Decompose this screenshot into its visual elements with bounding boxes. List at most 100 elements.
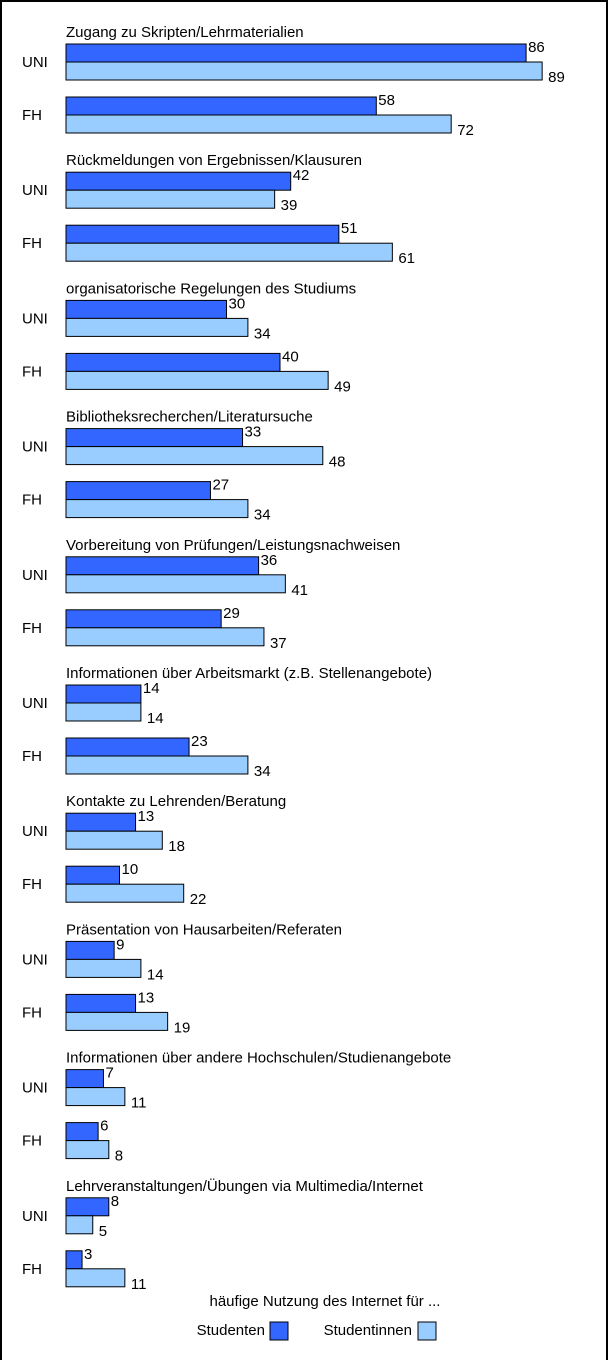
value-label: 48 xyxy=(329,454,346,471)
bar xyxy=(65,1268,126,1288)
category-label: FH xyxy=(22,876,42,893)
value-label: 8 xyxy=(111,1193,119,1210)
value-label: 13 xyxy=(138,989,155,1006)
category-label: FH xyxy=(22,363,42,380)
value-label: 11 xyxy=(131,1095,147,1112)
bar xyxy=(65,224,340,244)
bar xyxy=(65,1122,99,1142)
group-title: Lehrveranstaltungen/Übungen via Multimed… xyxy=(66,1177,424,1195)
category-label: FH xyxy=(22,748,42,765)
value-label: 23 xyxy=(191,733,208,750)
bar xyxy=(65,684,142,704)
legend-swatch xyxy=(417,1321,437,1341)
group-title: Informationen über andere Hochschulen/St… xyxy=(66,1050,451,1067)
category-label: UNI xyxy=(22,695,48,712)
category-label: FH xyxy=(22,492,42,509)
category-label: FH xyxy=(22,1133,42,1150)
bar xyxy=(65,556,260,576)
bar xyxy=(65,189,276,209)
bar xyxy=(65,61,543,81)
bar xyxy=(65,299,227,319)
bar xyxy=(65,1215,94,1235)
category-label: UNI xyxy=(22,310,48,327)
category-label: UNI xyxy=(22,951,48,968)
category-label: UNI xyxy=(22,1080,48,1097)
bar xyxy=(65,609,222,629)
category-label: UNI xyxy=(22,54,48,71)
category-label: FH xyxy=(22,620,42,637)
value-label: 14 xyxy=(143,680,160,697)
value-label: 49 xyxy=(334,378,351,395)
bar xyxy=(65,883,185,903)
category-label: UNI xyxy=(22,1208,48,1225)
group-title: organisatorische Regelungen des Studiums xyxy=(66,280,356,297)
value-label: 41 xyxy=(291,582,308,599)
bar xyxy=(65,830,163,850)
group-title: Rückmeldungen von Ergebnissen/Klausuren xyxy=(66,152,362,169)
value-label: 34 xyxy=(254,507,271,524)
bar xyxy=(65,171,292,191)
value-label: 14 xyxy=(147,966,164,983)
value-label: 10 xyxy=(122,861,139,878)
bar xyxy=(65,1250,83,1270)
value-label: 22 xyxy=(190,891,207,908)
bar xyxy=(65,940,115,960)
group-title: Vorbereitung von Prüfungen/Leistungsnach… xyxy=(66,537,400,554)
value-label: 29 xyxy=(223,605,240,622)
bar xyxy=(65,993,137,1013)
value-label: 3 xyxy=(84,1246,92,1263)
value-label: 42 xyxy=(293,167,310,184)
value-label: 58 xyxy=(378,92,395,109)
value-label: 37 xyxy=(270,635,287,652)
bar xyxy=(65,481,211,501)
value-label: 33 xyxy=(245,424,262,441)
value-label: 40 xyxy=(282,348,299,365)
bar xyxy=(65,737,190,757)
group-title: Zugang zu Skripten/Lehrmaterialien xyxy=(66,24,304,41)
value-label: 27 xyxy=(212,477,229,494)
bar xyxy=(65,702,142,722)
bar xyxy=(65,352,281,372)
value-label: 11 xyxy=(131,1276,147,1293)
bar xyxy=(65,499,249,519)
group-title: Präsentation von Hausarbeiten/Referaten xyxy=(66,921,342,938)
value-label: 9 xyxy=(116,936,124,953)
value-label: 34 xyxy=(254,325,271,342)
bar xyxy=(65,1087,126,1107)
value-label: 61 xyxy=(398,250,415,267)
value-label: 19 xyxy=(174,1019,191,1036)
category-label: UNI xyxy=(22,823,48,840)
value-label: 8 xyxy=(115,1148,123,1165)
category-label: FH xyxy=(22,107,42,124)
category-label: FH xyxy=(22,1004,42,1021)
value-label: 30 xyxy=(229,295,246,312)
bar xyxy=(65,1140,110,1160)
category-label: UNI xyxy=(22,567,48,584)
bar xyxy=(65,317,249,337)
bar xyxy=(65,865,120,885)
bar xyxy=(65,755,249,775)
value-label: 51 xyxy=(341,220,358,237)
value-label: 72 xyxy=(457,122,474,139)
legend-swatch xyxy=(269,1321,289,1341)
bar xyxy=(65,812,137,832)
bar xyxy=(65,370,329,390)
bar xyxy=(65,1069,104,1089)
value-label: 14 xyxy=(147,710,164,727)
bar xyxy=(65,958,142,978)
bar xyxy=(65,627,265,647)
legend-title: häufige Nutzung des Internet für ... xyxy=(210,1293,441,1310)
category-label: FH xyxy=(22,235,42,252)
bar xyxy=(65,114,452,134)
bar xyxy=(65,43,527,63)
value-label: 34 xyxy=(254,763,271,780)
category-label: UNI xyxy=(22,439,48,456)
value-label: 18 xyxy=(168,838,185,855)
legend-label: Studentinnen xyxy=(324,1322,412,1339)
value-label: 7 xyxy=(105,1065,113,1082)
bar xyxy=(65,1011,169,1031)
bar xyxy=(65,96,377,116)
group-title: Informationen über Arbeitsmarkt (z.B. St… xyxy=(66,665,432,682)
group-title: Bibliotheksrecherchen/Literatursuche xyxy=(66,409,313,426)
